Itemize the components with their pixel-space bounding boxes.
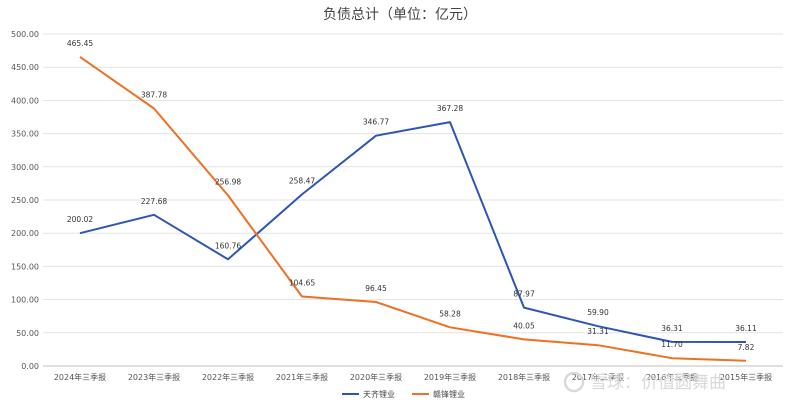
y-tick-label: 200.00 xyxy=(11,229,39,238)
data-label: 96.45 xyxy=(365,284,387,293)
data-label: 227.68 xyxy=(141,197,167,206)
x-tick-label: 2022年三季报 xyxy=(202,372,254,382)
data-label: 59.90 xyxy=(587,308,609,317)
series-line-2 xyxy=(79,56,747,362)
data-label: 11.70 xyxy=(661,340,683,349)
data-label: 31.31 xyxy=(587,327,609,336)
y-tick-label: 150.00 xyxy=(11,262,39,271)
y-tick-label: 250.00 xyxy=(11,196,39,205)
legend-label: 天齐锂业 xyxy=(363,389,395,399)
data-label: 367.28 xyxy=(437,104,463,113)
data-label: 200.02 xyxy=(67,215,93,224)
x-tick-label: 2018年三季报 xyxy=(498,372,550,382)
data-label: 387.78 xyxy=(141,91,167,100)
watermark-text: 雪球：价值圆舞曲 xyxy=(590,373,726,393)
x-tick-label: 2020年三季报 xyxy=(350,372,402,382)
y-tick-label: 350.00 xyxy=(11,130,39,139)
series-line-1 xyxy=(79,121,747,343)
y-tick-label: 400.00 xyxy=(11,96,39,105)
legend: 天齐锂业 赣锋锂业 xyxy=(342,389,465,399)
data-label: 465.45 xyxy=(67,39,93,48)
x-tick-label: 2017年三季报 xyxy=(572,372,624,382)
data-label: 36.11 xyxy=(735,324,757,333)
x-tick-label: 2023年三季报 xyxy=(128,372,180,382)
y-tick-label: 450.00 xyxy=(11,63,39,72)
data-label: 40.05 xyxy=(513,321,535,330)
data-label: 160.76 xyxy=(215,241,241,250)
data-label: 104.65 xyxy=(289,279,315,288)
watermark-group: 雪球：价值圆舞曲 xyxy=(563,371,726,393)
y-tick-label: 100.00 xyxy=(11,296,39,305)
y-tick-label: 300.00 xyxy=(11,163,39,172)
series-layer xyxy=(79,56,747,362)
grid-layer xyxy=(43,33,783,367)
snowball-logo-icon xyxy=(563,371,585,393)
x-tick-label: 2019年三季报 xyxy=(424,372,476,382)
x-tick-label: 2024年三季报 xyxy=(54,372,106,382)
data-label: 258.47 xyxy=(289,176,315,185)
x-tick-label: 2015年三季报 xyxy=(720,372,772,382)
y-tick-label: 50.00 xyxy=(16,329,39,338)
data-label: 256.98 xyxy=(215,177,241,186)
data-label-layer: 200.02 227.68 160.76 258.47 346.77 367.28 87.9… xyxy=(67,39,757,352)
y-tick-label: 500.00 xyxy=(11,30,39,39)
y-tick-label: 0.00 xyxy=(21,362,39,371)
data-label: 36.31 xyxy=(661,324,683,333)
axis-layer: 0.00 50.00 100.00 150.00 200.00 250.00 300.00 3… xyxy=(11,30,772,382)
legend-label: 赣锋锂业 xyxy=(433,389,465,399)
data-label: 87.97 xyxy=(513,290,535,299)
data-label: 346.77 xyxy=(363,118,389,127)
data-label: 7.82 xyxy=(738,343,755,352)
x-tick-label: 2021年三季报 xyxy=(276,372,328,382)
chart-title: 负债总计（单位：亿元） xyxy=(323,7,477,23)
x-tick-label: 2016年三季报 xyxy=(646,372,698,382)
data-label: 58.28 xyxy=(439,309,461,318)
